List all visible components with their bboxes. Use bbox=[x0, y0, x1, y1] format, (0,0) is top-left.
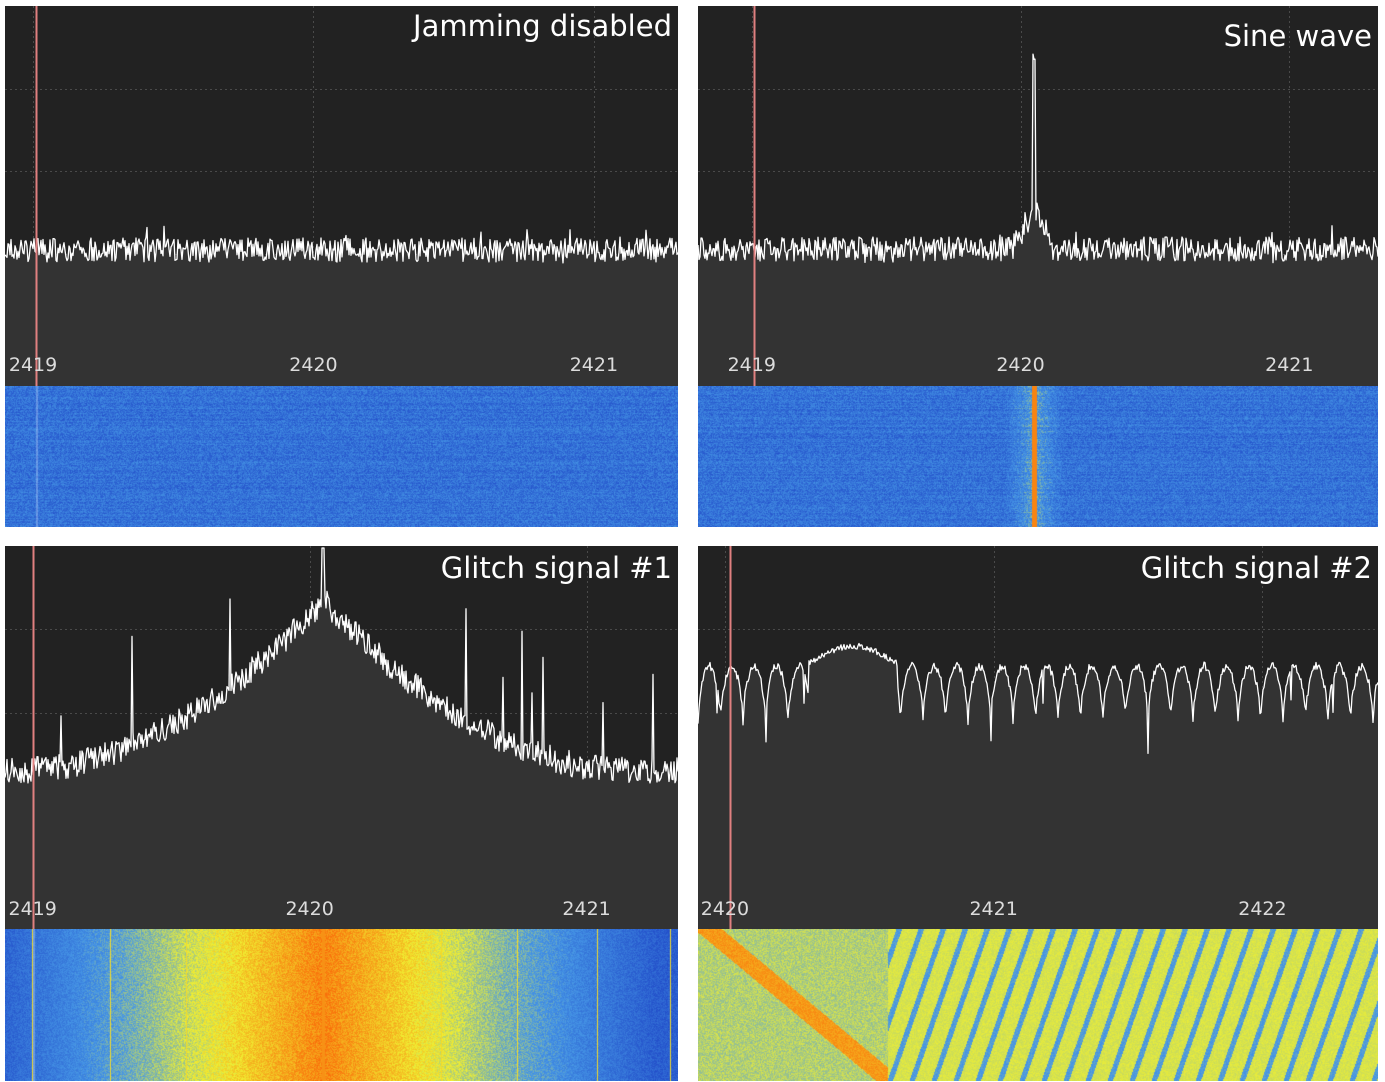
spectrum-plot bbox=[698, 6, 1378, 386]
noise-floor-area bbox=[698, 54, 1378, 386]
frequency-tick-label: 2420 bbox=[289, 354, 338, 376]
panel-title: Glitch signal #1 bbox=[440, 551, 672, 585]
panel-title: Glitch signal #2 bbox=[1140, 551, 1372, 585]
spectrum-panel-glitch-signal-2: Glitch signal #2 2420 2421 2422 bbox=[698, 546, 1378, 1081]
waterfall-display bbox=[5, 386, 678, 527]
noise-floor-area bbox=[5, 548, 678, 929]
frequency-tick-label: 2420 bbox=[700, 898, 750, 920]
frequency-tick-label: 2420 bbox=[996, 354, 1045, 376]
spectrum-panel-sine-wave: Sine wave 2419 2420 2421 bbox=[698, 6, 1378, 527]
noise-floor-area bbox=[5, 226, 678, 386]
spectrum-trace bbox=[5, 547, 678, 784]
spectrum-trace bbox=[698, 642, 1378, 755]
spectrum-plot bbox=[698, 546, 1378, 929]
spectrum-panel-glitch-signal-1: Glitch signal #1 2419 2420 2421 bbox=[5, 546, 678, 1081]
frequency-tick-label: 2419 bbox=[8, 898, 57, 920]
spectrum-trace bbox=[5, 225, 678, 264]
spectrum-trace bbox=[698, 53, 1378, 264]
spectrum-plot bbox=[5, 6, 678, 386]
waterfall-display bbox=[698, 929, 1378, 1081]
waterfall-display bbox=[5, 929, 678, 1081]
frequency-tick-label: 2421 bbox=[562, 898, 611, 920]
frequency-tick-label: 2420 bbox=[285, 898, 334, 920]
frequency-tick-label: 2419 bbox=[727, 354, 776, 376]
panel-title: Sine wave bbox=[1223, 19, 1372, 53]
frequency-tick-label: 2421 bbox=[969, 898, 1018, 920]
frequency-tick-label: 2421 bbox=[569, 354, 619, 376]
panel-title: Jamming disabled bbox=[413, 9, 672, 43]
spectrum-panel-jamming-disabled: Jamming disabled 2419 2420 2421 bbox=[5, 6, 678, 527]
frequency-tick-label: 2421 bbox=[1265, 354, 1314, 376]
waterfall-display bbox=[698, 386, 1378, 527]
spectrum-plot bbox=[5, 546, 678, 929]
frequency-tick-label: 2419 bbox=[8, 354, 58, 376]
noise-floor-area bbox=[698, 643, 1378, 929]
frequency-tick-label: 2422 bbox=[1238, 898, 1287, 920]
